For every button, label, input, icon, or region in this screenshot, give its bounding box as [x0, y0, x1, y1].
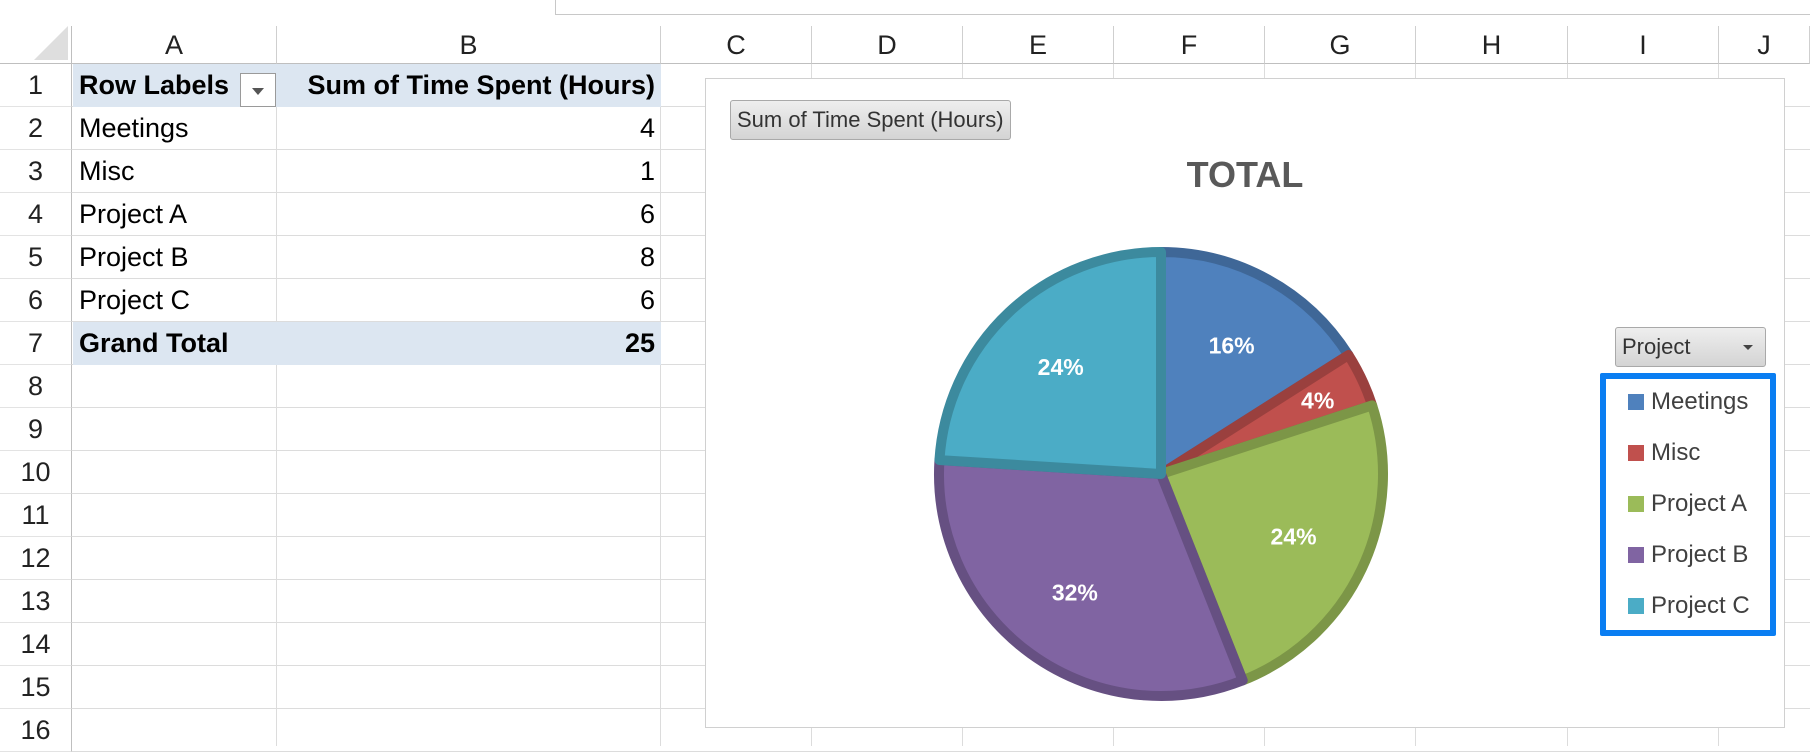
- column-header-b[interactable]: B: [277, 26, 661, 64]
- pie-data-label[interactable]: 24%: [1271, 523, 1317, 549]
- pivot-grand-total-value[interactable]: 25: [624, 328, 655, 358]
- pivot-row-label[interactable]: Meetings: [79, 113, 189, 143]
- pivot-row-label[interactable]: Project B: [79, 242, 189, 272]
- row-header-6[interactable]: 6: [0, 279, 72, 322]
- column-header-a[interactable]: A: [72, 26, 277, 64]
- legend-swatch: [1628, 598, 1644, 614]
- grid-column-line: [276, 64, 277, 746]
- pivot-total-band: [73, 322, 661, 365]
- legend-entry-meetings[interactable]: Meetings: [1628, 387, 1748, 417]
- pivot-grand-total-label[interactable]: Grand Total: [79, 328, 229, 358]
- legend-entry-project-b[interactable]: Project B: [1628, 540, 1748, 570]
- chart-legend[interactable]: Meetings Misc Project A Project B Project C: [1600, 373, 1776, 636]
- legend-field-button[interactable]: Project: [1615, 327, 1766, 367]
- column-header-g[interactable]: G: [1265, 26, 1416, 64]
- legend-label: Project A: [1651, 490, 1748, 517]
- pie-data-label[interactable]: 16%: [1209, 333, 1255, 359]
- pie-slice-project-c[interactable]: [934, 247, 1166, 479]
- pivot-chart[interactable]: Sum of Time Spent (Hours) TOTAL 16% 4% 24%…: [705, 78, 1785, 728]
- row-header-12[interactable]: 12: [0, 537, 72, 580]
- row-header-11[interactable]: 11: [0, 494, 72, 537]
- pie-slice-meetings[interactable]: [1156, 247, 1354, 479]
- pivot-row-label[interactable]: Project C: [79, 285, 191, 315]
- pivot-header-band: [73, 64, 661, 107]
- row-header-1[interactable]: 1: [0, 64, 72, 107]
- row-header-13[interactable]: 13: [0, 580, 72, 623]
- row-header-10[interactable]: 10: [0, 451, 72, 494]
- row-labels-filter-button[interactable]: [240, 73, 276, 107]
- legend-entry-misc[interactable]: Misc: [1628, 438, 1700, 468]
- pivot-row-value[interactable]: 6: [639, 285, 655, 315]
- column-header-e[interactable]: E: [963, 26, 1114, 64]
- chevron-down-icon: [252, 88, 264, 95]
- pivot-row-value[interactable]: 8: [639, 242, 655, 272]
- column-header-h[interactable]: H: [1416, 26, 1568, 64]
- legend-label: Project B: [1651, 541, 1749, 568]
- legend-field-label: Project: [1622, 334, 1691, 359]
- legend-swatch: [1628, 445, 1644, 461]
- column-header-i[interactable]: I: [1568, 26, 1719, 64]
- value-field-button[interactable]: Sum of Time Spent (Hours): [730, 100, 1011, 140]
- pivot-value-header[interactable]: Sum of Time Spent (Hours): [307, 70, 655, 100]
- row-header-4[interactable]: 4: [0, 193, 72, 236]
- row-header-15[interactable]: 15: [0, 666, 72, 709]
- column-header-d[interactable]: D: [812, 26, 963, 64]
- column-header-c[interactable]: C: [661, 26, 812, 64]
- pivot-row-labels-header[interactable]: Row Labels: [79, 70, 230, 100]
- row-header-2[interactable]: 2: [0, 107, 72, 150]
- row-header-9[interactable]: 9: [0, 408, 72, 451]
- column-header-j[interactable]: J: [1719, 26, 1810, 64]
- pivot-row-value[interactable]: 1: [639, 156, 655, 186]
- legend-swatch: [1628, 547, 1644, 563]
- row-header-5[interactable]: 5: [0, 236, 72, 279]
- legend-swatch: [1628, 394, 1644, 410]
- grid-column-line: [660, 64, 661, 746]
- pivot-row-value[interactable]: 6: [639, 199, 655, 229]
- row-header-8[interactable]: 8: [0, 365, 72, 408]
- pie-data-label[interactable]: 32%: [1052, 580, 1098, 606]
- select-all-corner[interactable]: [0, 26, 72, 64]
- pivot-row-label[interactable]: Misc: [79, 156, 135, 186]
- legend-swatch: [1628, 496, 1644, 512]
- pie-slice-project-b[interactable]: [934, 455, 1248, 701]
- legend-entry-project-a[interactable]: Project A: [1628, 489, 1747, 519]
- pie-data-label[interactable]: 24%: [1038, 354, 1084, 380]
- pie-data-label[interactable]: 4%: [1301, 387, 1334, 413]
- legend-entry-project-c[interactable]: Project C: [1628, 591, 1750, 621]
- legend-label: Project C: [1651, 592, 1750, 619]
- row-header-3[interactable]: 3: [0, 150, 72, 193]
- pie-plot-area[interactable]: 16% 4% 24% 32% 24%: [706, 79, 1786, 729]
- legend-label: Misc: [1651, 439, 1701, 466]
- pivot-row-label[interactable]: Project A: [79, 199, 188, 229]
- row-header-14[interactable]: 14: [0, 623, 72, 666]
- legend-label: Meetings: [1651, 388, 1749, 415]
- formula-bar-edge: [555, 0, 1810, 15]
- chart-title[interactable]: TOTAL: [1186, 154, 1304, 195]
- chevron-down-icon: [1743, 345, 1753, 350]
- row-header-7[interactable]: 7: [0, 322, 72, 365]
- column-header-f[interactable]: F: [1114, 26, 1265, 64]
- pivot-row-value[interactable]: 4: [639, 113, 655, 143]
